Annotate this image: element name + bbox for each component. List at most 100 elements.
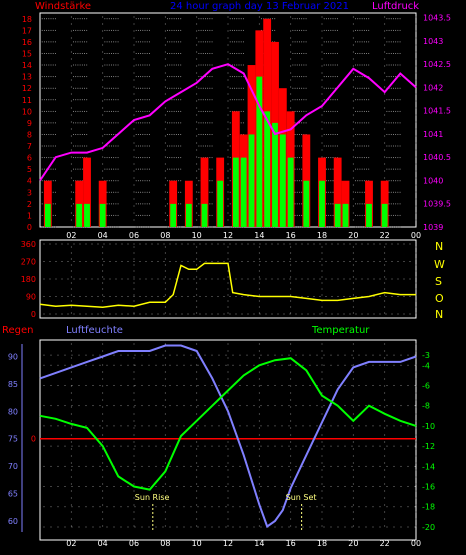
grid-dot bbox=[106, 486, 108, 488]
grid-dot bbox=[258, 406, 260, 408]
grid-dot bbox=[73, 296, 75, 297]
grid-dot bbox=[134, 445, 136, 447]
grid-dot bbox=[211, 87, 213, 89]
grid-dot bbox=[384, 107, 386, 109]
grid-dot bbox=[332, 133, 334, 135]
grid-dot bbox=[407, 425, 409, 427]
grid-dot bbox=[384, 79, 386, 81]
grid-dot bbox=[415, 511, 417, 513]
grid-dot bbox=[78, 506, 80, 508]
grid-dot bbox=[330, 145, 332, 147]
x-tick-label: 08 bbox=[160, 231, 170, 240]
grid-dot bbox=[384, 462, 386, 464]
grid-dot bbox=[43, 157, 45, 159]
grid-dot bbox=[78, 354, 80, 356]
humidity-grid bbox=[40, 343, 417, 532]
pressure-tick-label: 1039 bbox=[423, 223, 443, 232]
grid-dot bbox=[240, 99, 242, 101]
grid-dot bbox=[330, 52, 332, 54]
grid-dot bbox=[43, 278, 45, 280]
grid-dot bbox=[79, 64, 81, 66]
grid-dot bbox=[133, 434, 135, 436]
grid-dot bbox=[108, 122, 110, 124]
grid-dot bbox=[352, 149, 354, 151]
grid-dot bbox=[162, 445, 164, 447]
grid-dot bbox=[180, 180, 182, 182]
grid-dot bbox=[352, 142, 354, 144]
grid-dot bbox=[358, 384, 360, 386]
grid-dot bbox=[258, 469, 260, 471]
pressure-tick-label: 1040.5 bbox=[423, 153, 451, 162]
grid-dot bbox=[294, 64, 296, 66]
grid-dot bbox=[133, 121, 135, 123]
grid-dot bbox=[77, 41, 79, 43]
grid-dot bbox=[397, 214, 399, 216]
grid-dot bbox=[290, 23, 292, 25]
grid-dot bbox=[296, 203, 298, 205]
grid-dot bbox=[196, 413, 198, 415]
grid-dot bbox=[142, 52, 144, 54]
grid-dot bbox=[196, 184, 198, 186]
x-tick-label: 10 bbox=[192, 231, 202, 240]
grid-dot bbox=[229, 261, 231, 262]
grid-dot bbox=[146, 41, 148, 43]
x-tick-label: 02 bbox=[66, 231, 76, 240]
grid-dot bbox=[175, 261, 177, 262]
grid-dot bbox=[64, 425, 66, 427]
grid-dot bbox=[373, 278, 375, 280]
grid-dot bbox=[229, 145, 231, 147]
grid-dot bbox=[227, 378, 229, 380]
grid-dot bbox=[332, 191, 334, 193]
grid-dot bbox=[79, 313, 81, 315]
grid-dot bbox=[99, 506, 101, 508]
grid-dot bbox=[384, 252, 386, 254]
grid-dot bbox=[78, 384, 80, 386]
grid-dot bbox=[135, 41, 137, 43]
grid-dot bbox=[75, 168, 77, 170]
grid-dot bbox=[205, 261, 207, 262]
grid-dot bbox=[344, 486, 346, 488]
grid-dot bbox=[41, 99, 43, 101]
grid-dot bbox=[178, 64, 180, 66]
grid-dot bbox=[135, 157, 137, 159]
grid-dot bbox=[247, 278, 249, 280]
grid-dot bbox=[325, 145, 327, 147]
grid-dot bbox=[290, 385, 292, 387]
grid-dot bbox=[54, 133, 56, 135]
grid-dot bbox=[198, 168, 200, 170]
grid-dot bbox=[290, 413, 292, 415]
grid-dot bbox=[281, 425, 283, 427]
grid-dot bbox=[148, 122, 150, 124]
grid-dot bbox=[164, 156, 166, 158]
grid-dot bbox=[77, 76, 79, 78]
grid-dot bbox=[70, 455, 72, 457]
grid-dot bbox=[145, 296, 147, 297]
grid-dot bbox=[384, 300, 386, 302]
grid-dot bbox=[106, 214, 108, 216]
grid-dot bbox=[294, 99, 296, 101]
grid-dot bbox=[200, 110, 202, 112]
grid-dot bbox=[121, 313, 123, 315]
grid-dot bbox=[321, 371, 323, 373]
grid-dot bbox=[113, 64, 115, 66]
grid-dot bbox=[386, 110, 388, 112]
grid-dot bbox=[397, 203, 399, 205]
grid-dot bbox=[75, 87, 77, 89]
grid-dot bbox=[41, 122, 43, 124]
grid-dot bbox=[77, 99, 79, 101]
grid-dot bbox=[330, 364, 332, 366]
grid-dot bbox=[142, 122, 144, 124]
grid-dot bbox=[73, 64, 75, 66]
grid-dot bbox=[211, 364, 213, 366]
grid-dot bbox=[207, 122, 209, 124]
grid-dot bbox=[301, 76, 303, 78]
grid-dot bbox=[386, 18, 388, 20]
grid-dot bbox=[164, 128, 166, 130]
grid-dot bbox=[196, 270, 198, 272]
grid-dot bbox=[77, 64, 79, 66]
grid-dot bbox=[196, 86, 198, 88]
grid-dot bbox=[133, 243, 135, 245]
grid-dot bbox=[363, 18, 365, 20]
grid-dot bbox=[227, 156, 229, 158]
grid-dot bbox=[316, 425, 318, 427]
